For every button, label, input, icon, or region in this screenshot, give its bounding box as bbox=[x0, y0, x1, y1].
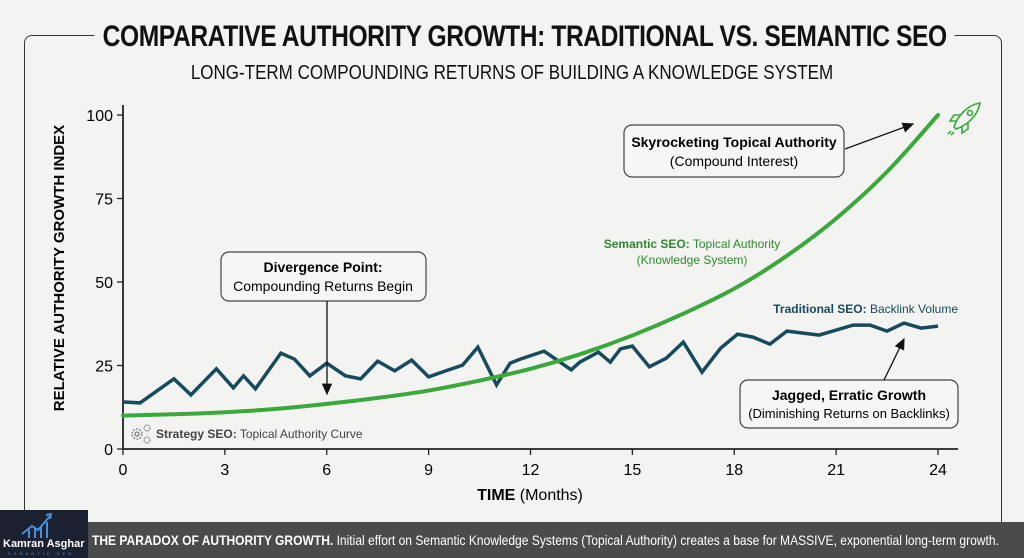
chart-subtitle: LONG-TERM COMPOUNDING RETURNS OF BUILDIN… bbox=[190, 62, 834, 84]
x-tick-label: 24 bbox=[929, 462, 947, 479]
x-axis-label-unit: (Months) bbox=[515, 487, 583, 504]
jagged-arrow bbox=[883, 337, 905, 381]
footer-caption: THE PARADOX OF AUTHORITY GROWTH. Initial… bbox=[0, 522, 1024, 558]
strategy-label-rest: Topical Authority Curve bbox=[237, 427, 363, 441]
skyrocket-text: (Compound Interest) bbox=[670, 153, 798, 169]
axes: 0 3 6 9 12 15 18 21 24 0 25 50 75 100 bbox=[86, 105, 958, 479]
divergence-annotation: Divergence Point: Compounding Returns Be… bbox=[220, 251, 427, 396]
x-tick-label: 21 bbox=[827, 462, 845, 479]
divergence-text: Compounding Returns Begin bbox=[233, 278, 413, 294]
x-tick-label: 0 bbox=[119, 462, 128, 479]
traditional-label-bold: Traditional SEO: bbox=[773, 302, 866, 316]
x-axis-label: TIME (Months) bbox=[477, 487, 583, 504]
logo-tagline: SEMANTIC SEO bbox=[8, 551, 75, 556]
footer-bold: THE PARADOX OF AUTHORITY GROWTH. bbox=[92, 532, 334, 548]
logo-name: Kamran Asghar bbox=[3, 538, 85, 550]
semantic-series-label-line2: (Knowledge System) bbox=[637, 253, 748, 267]
traditional-label-rest: Backlink Volume bbox=[867, 302, 959, 316]
gears-icon bbox=[131, 424, 151, 444]
y-tick-label: 100 bbox=[86, 108, 113, 125]
logo-chart-icon bbox=[21, 512, 53, 538]
jagged-title: Jagged, Erratic Growth bbox=[772, 387, 926, 403]
footer-text: Initial effort on Semantic Knowledge Sys… bbox=[333, 532, 999, 548]
x-tick-label: 18 bbox=[725, 462, 743, 479]
semantic-label-rest: Topical Authority bbox=[690, 237, 781, 251]
semantic-seo-line bbox=[121, 113, 940, 418]
divergence-title: Divergence Point: bbox=[263, 259, 382, 275]
chart-title: COMPARATIVE AUTHORITY GROWTH: TRADITIONA… bbox=[94, 20, 955, 54]
y-tick-label: 0 bbox=[104, 442, 113, 459]
traditional-series-label: Traditional SEO: Backlink Volume bbox=[773, 302, 958, 316]
x-tick-label: 3 bbox=[220, 462, 229, 479]
x-tick-label: 9 bbox=[424, 462, 433, 479]
x-axis-label-bold: TIME bbox=[477, 487, 516, 504]
strategy-label-bold: Strategy SEO: bbox=[156, 427, 237, 441]
rocket-icon bbox=[947, 102, 981, 136]
y-tick-label: 50 bbox=[95, 275, 113, 292]
semantic-label-bold: Semantic SEO: bbox=[604, 237, 690, 251]
skyrocket-title: Skyrocketing Topical Authority bbox=[631, 134, 837, 150]
jagged-text: (Diminishing Returns on Backlinks) bbox=[748, 406, 950, 421]
y-axis-label: RELATIVE AUTHORITY GROWTH INDEX bbox=[51, 125, 68, 411]
logo: Kamran Asghar SEMANTIC SEO bbox=[0, 510, 88, 558]
semantic-series-label: Semantic SEO: Topical Authority bbox=[604, 237, 781, 251]
skyrocket-arrow bbox=[844, 122, 915, 150]
y-tick-label: 25 bbox=[95, 359, 113, 376]
series-group bbox=[121, 113, 940, 418]
jagged-annotation: Jagged, Erratic Growth (Diminishing Retu… bbox=[739, 337, 959, 429]
y-tick-label: 75 bbox=[95, 192, 113, 209]
x-tick-label: 6 bbox=[322, 462, 331, 479]
x-tick-label: 12 bbox=[522, 462, 540, 479]
skyrocket-annotation: Skyrocketing Topical Authority (Compound… bbox=[623, 122, 915, 178]
strategy-label: Strategy SEO: Topical Authority Curve bbox=[156, 427, 363, 441]
x-tick-label: 15 bbox=[623, 462, 641, 479]
